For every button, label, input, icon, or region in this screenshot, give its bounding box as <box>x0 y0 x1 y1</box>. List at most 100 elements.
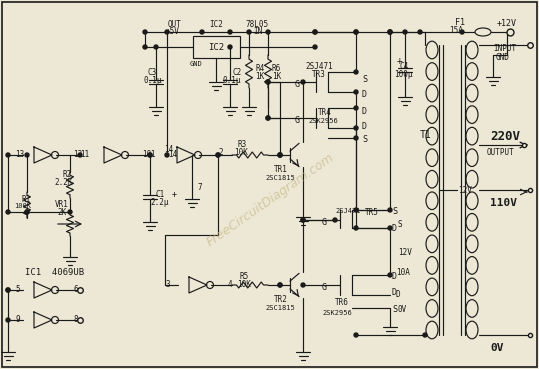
Text: TR2: TR2 <box>274 295 288 304</box>
Text: INPUT: INPUT <box>493 44 516 53</box>
Circle shape <box>165 30 169 34</box>
Ellipse shape <box>426 256 438 274</box>
Text: 7: 7 <box>198 183 203 192</box>
Text: TR3: TR3 <box>312 70 326 79</box>
Text: OUT: OUT <box>168 20 182 29</box>
Text: IC1  4069UB: IC1 4069UB <box>25 268 84 277</box>
Circle shape <box>143 45 147 49</box>
Circle shape <box>418 30 422 34</box>
Text: 2SJ471: 2SJ471 <box>335 208 361 214</box>
Circle shape <box>313 45 317 49</box>
Text: D: D <box>362 107 367 116</box>
Circle shape <box>154 45 158 49</box>
Ellipse shape <box>426 321 438 339</box>
Circle shape <box>354 333 358 337</box>
Ellipse shape <box>426 149 438 166</box>
Text: 100μ: 100μ <box>394 70 412 79</box>
Circle shape <box>354 90 358 94</box>
Text: TR4: TR4 <box>318 108 332 117</box>
Text: TR6: TR6 <box>335 298 349 307</box>
Text: 78L05: 78L05 <box>246 20 269 29</box>
Ellipse shape <box>426 278 438 296</box>
Ellipse shape <box>466 170 478 188</box>
Text: 0V: 0V <box>398 305 407 314</box>
Ellipse shape <box>466 192 478 210</box>
Ellipse shape <box>466 84 478 102</box>
Text: 3: 3 <box>165 280 170 289</box>
Text: S: S <box>392 207 397 216</box>
Text: C3: C3 <box>148 68 157 77</box>
Text: 10A: 10A <box>396 268 410 277</box>
Text: 12: 12 <box>73 150 82 159</box>
Text: 2: 2 <box>218 148 223 157</box>
Text: T1: T1 <box>420 130 432 140</box>
Text: R2: R2 <box>63 170 72 179</box>
Text: D: D <box>392 288 397 297</box>
Circle shape <box>143 30 147 34</box>
Circle shape <box>148 153 152 157</box>
Text: +: + <box>397 56 403 66</box>
Circle shape <box>6 210 10 214</box>
Text: S: S <box>362 135 367 144</box>
Ellipse shape <box>426 235 438 253</box>
Text: S: S <box>392 305 397 314</box>
Text: 4: 4 <box>228 280 233 289</box>
Circle shape <box>313 30 317 34</box>
Circle shape <box>266 80 270 84</box>
Circle shape <box>25 153 29 157</box>
Circle shape <box>148 153 152 157</box>
Text: S: S <box>398 220 403 229</box>
Text: G: G <box>322 283 327 292</box>
Text: G: G <box>295 116 300 125</box>
Circle shape <box>388 30 392 34</box>
Text: 2SC1815: 2SC1815 <box>265 175 295 181</box>
Text: 2SK2956: 2SK2956 <box>308 118 338 124</box>
Circle shape <box>388 208 392 212</box>
Circle shape <box>216 153 220 157</box>
Text: G: G <box>295 80 300 89</box>
Circle shape <box>78 153 82 157</box>
Text: R1: R1 <box>22 195 31 204</box>
Circle shape <box>228 45 232 49</box>
Circle shape <box>460 30 464 34</box>
Ellipse shape <box>426 106 438 123</box>
Text: R6: R6 <box>272 64 281 73</box>
Text: 0.1μ: 0.1μ <box>223 76 241 85</box>
Ellipse shape <box>426 127 438 145</box>
Text: 8: 8 <box>73 315 78 324</box>
Ellipse shape <box>466 63 478 80</box>
Ellipse shape <box>426 214 438 231</box>
Text: 6: 6 <box>73 285 78 294</box>
Circle shape <box>354 106 358 110</box>
Text: IC2: IC2 <box>208 43 224 52</box>
Text: R4: R4 <box>255 64 264 73</box>
Circle shape <box>354 226 358 230</box>
Text: 1K: 1K <box>272 72 281 81</box>
Ellipse shape <box>466 278 478 296</box>
Circle shape <box>354 126 358 130</box>
Ellipse shape <box>475 28 491 36</box>
Text: 13: 13 <box>15 150 24 159</box>
Text: FreeCircuitDiagram.com: FreeCircuitDiagram.com <box>204 151 336 249</box>
Text: 1K: 1K <box>255 72 264 81</box>
Text: 220V: 220V <box>490 130 520 143</box>
Text: 5: 5 <box>15 285 19 294</box>
Text: IN: IN <box>253 27 262 36</box>
Circle shape <box>354 208 358 212</box>
Circle shape <box>25 210 29 214</box>
Text: 2SC1815: 2SC1815 <box>265 305 295 311</box>
Text: F1: F1 <box>455 18 465 27</box>
Text: 14: 14 <box>164 145 173 154</box>
Ellipse shape <box>466 106 478 123</box>
Text: 11: 11 <box>80 150 89 159</box>
Text: OUTPUT: OUTPUT <box>487 148 515 157</box>
Bar <box>193 36 240 58</box>
Text: D: D <box>362 122 367 131</box>
Circle shape <box>266 30 270 34</box>
Text: 2SK2956: 2SK2956 <box>322 310 352 316</box>
Circle shape <box>266 116 270 120</box>
Text: C1: C1 <box>155 190 164 199</box>
Circle shape <box>333 218 337 222</box>
Text: +12V: +12V <box>497 19 517 28</box>
Text: C4: C4 <box>400 62 409 71</box>
